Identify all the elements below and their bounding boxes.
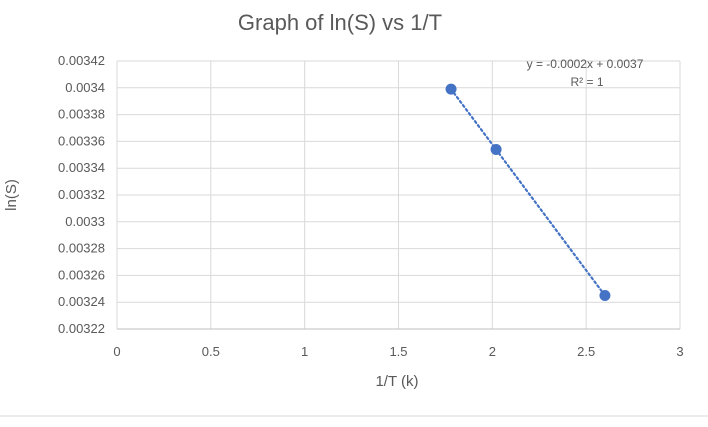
trendline-line [449, 88, 607, 297]
x-axis-label: 1/T (k) [375, 373, 418, 390]
x-tick-label: 2.5 [577, 344, 595, 359]
trendline [449, 88, 607, 297]
x-tick-label: 0.5 [202, 344, 220, 359]
x-tick-label: 1 [301, 344, 308, 359]
gridlines [117, 60, 681, 329]
data-point [599, 290, 611, 301]
y-tick-label: 0.00332 [58, 187, 105, 202]
x-tick-label: 3 [676, 344, 683, 359]
axes [116, 61, 680, 330]
y-tick-label: 0.00334 [58, 160, 105, 175]
data-points [445, 83, 611, 301]
y-tick-label: 0.00328 [58, 241, 105, 256]
trendline-r-squared: R² = 1 [570, 75, 603, 89]
x-tick-labels: 0 0.5 1 1.5 2 2.5 3 [113, 344, 683, 359]
x-tick-label: 1.5 [389, 344, 407, 359]
x-tick-label: 0 [113, 344, 120, 359]
y-tick-label: 0.00342 [58, 53, 105, 68]
x-tick-label: 2 [489, 344, 496, 359]
y-tick-label: 0.00336 [58, 133, 105, 148]
y-tick-label: 0.00324 [58, 294, 105, 309]
y-tick-label: 0.00338 [58, 107, 105, 122]
y-tick-label: 0.0034 [65, 80, 105, 95]
chart-title: Graph of ln(S) vs 1/T [238, 10, 442, 35]
trendline-equation: y = -0.0002x + 0.0037 [527, 57, 644, 71]
y-tick-label: 0.0033 [65, 214, 105, 229]
data-point [445, 83, 457, 95]
y-tick-label: 0.00326 [58, 267, 105, 282]
y-tick-label: 0.00322 [58, 321, 105, 336]
y-axis-label: ln(S) [3, 179, 20, 211]
y-tick-labels: 0.00322 0.00324 0.00326 0.00328 0.0033 0.0033… [58, 53, 105, 336]
data-point [490, 143, 502, 155]
